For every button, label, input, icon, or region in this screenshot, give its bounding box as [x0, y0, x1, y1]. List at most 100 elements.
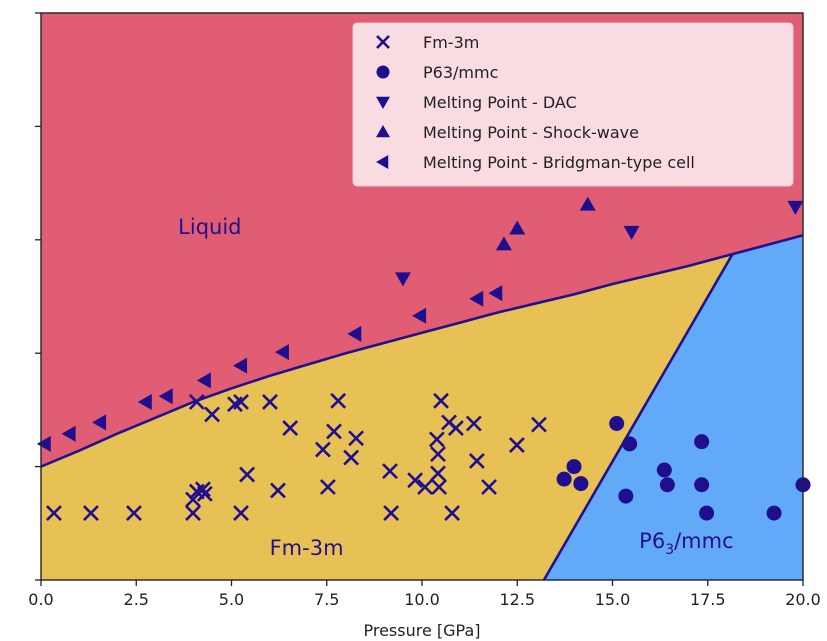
data-point-fm-3m	[481, 479, 497, 495]
series-fm-3m	[46, 392, 547, 522]
data-point-fm-3m	[196, 485, 213, 502]
data-point-p63-mmc	[694, 477, 710, 493]
data-point-fm-3m	[233, 505, 249, 522]
data-point-melting-point-shock-wave	[509, 220, 526, 235]
legend-item-melting-point-dac: Melting Point - DAC	[376, 93, 577, 112]
data-point-fm-3m	[433, 392, 449, 409]
data-point-p63-mmc	[573, 476, 589, 492]
data-point-melting-point-bridgman-type-cell	[36, 435, 51, 452]
data-point-melting-point-bridgman-type-cell	[274, 344, 289, 361]
data-point-melting-point-shock-wave	[495, 236, 512, 251]
data-point-fm-3m	[326, 423, 342, 440]
data-point-p63-mmc	[659, 477, 675, 493]
data-point-melting-point-dac	[394, 272, 411, 287]
region-p63-mmc	[543, 235, 803, 580]
series-p63-mmc	[556, 416, 811, 521]
series-melting-point-bridgman-type-cell	[36, 285, 503, 452]
data-point-p63-mmc	[618, 488, 634, 504]
x-axis-title: Pressure [GPa]	[363, 621, 480, 640]
legend-marker-p63-mmc	[376, 65, 390, 79]
data-point-fm-3m	[233, 394, 249, 410]
data-point-melting-point-bridgman-type-cell	[347, 325, 362, 342]
data-point-fm-3m	[185, 505, 201, 522]
data-point-fm-3m	[270, 482, 286, 499]
legend-item-fm-3m: Fm-3m	[376, 33, 479, 52]
series-melting-point-dac	[394, 200, 804, 287]
legend-label: Melting Point - DAC	[423, 93, 577, 112]
data-point-fm-3m	[465, 415, 482, 432]
data-point-fm-3m	[447, 420, 464, 436]
x-tick-label: 12.5	[499, 590, 535, 609]
data-point-fm-3m	[468, 453, 485, 469]
data-point-fm-3m	[319, 479, 336, 495]
data-point-fm-3m	[348, 430, 365, 447]
data-point-p63-mmc	[656, 462, 672, 478]
data-point-melting-point-dac	[623, 225, 640, 240]
legend-marker-melting-point-shock-wave	[376, 125, 390, 138]
x-tick-label: 2.5	[124, 590, 149, 609]
x-tick-label: 17.5	[690, 590, 726, 609]
data-point-p63-mmc	[556, 471, 572, 487]
legend-marker-melting-point-bridgman-type-cell	[376, 155, 389, 169]
data-point-melting-point-bridgman-type-cell	[158, 388, 173, 405]
data-point-melting-point-bridgman-type-cell	[137, 393, 152, 410]
data-point-fm-3m	[343, 449, 360, 466]
data-point-fm-3m	[46, 505, 62, 522]
legend-item-melting-point-bridgman-type-cell: Melting Point - Bridgman-type cell	[376, 153, 695, 172]
data-point-fm-3m	[239, 466, 256, 483]
data-point-fm-3m	[407, 472, 424, 489]
data-point-p63-mmc	[566, 459, 582, 475]
data-point-fm-3m	[204, 406, 220, 423]
data-point-melting-point-bridgman-type-cell	[488, 285, 503, 302]
fcc-hcp-boundary-line	[542, 253, 734, 580]
region-fm-3m	[41, 254, 733, 580]
data-point-fm-3m	[195, 481, 211, 498]
data-point-fm-3m	[444, 505, 461, 522]
data-point-fm-3m	[430, 446, 446, 463]
data-point-melting-point-bridgman-type-cell	[196, 372, 211, 389]
x-tick-label: 15.0	[595, 590, 631, 609]
region-label-p63-mmc: P63/mmc	[639, 529, 734, 558]
data-point-fm-3m	[430, 465, 446, 482]
legend-label: Melting Point - Bridgman-type cell	[423, 153, 695, 172]
data-point-fm-3m	[531, 416, 547, 433]
legend: Fm-3m P63/mmc Melting Point - DAC Melting P…	[352, 22, 794, 187]
data-point-fm-3m	[508, 437, 525, 453]
legend-label: Fm-3m	[423, 33, 479, 52]
x-tick-label: 20.0	[785, 590, 821, 609]
data-point-p63-mmc	[699, 505, 715, 521]
data-point-fm-3m	[417, 479, 433, 495]
data-point-melting-point-bridgman-type-cell	[469, 290, 484, 307]
melting-curve-line	[41, 234, 803, 468]
legend-label: P63/mmc	[423, 63, 498, 82]
data-point-fm-3m	[126, 505, 142, 522]
data-point-fm-3m	[315, 441, 331, 458]
legend-item-melting-point-shock-wave: Melting Point - Shock-wave	[376, 123, 639, 142]
data-point-melting-point-bridgman-type-cell	[233, 357, 248, 374]
data-point-fm-3m	[428, 431, 445, 448]
series-melting-point-shock-wave	[495, 196, 596, 251]
region-label-liquid: Liquid	[178, 215, 241, 239]
x-tick-label: 5.0	[219, 590, 244, 609]
legend-box	[352, 22, 794, 187]
data-point-melting-point-bridgman-type-cell	[92, 414, 107, 431]
x-tick-label: 10.0	[404, 590, 440, 609]
region-label-fm-3m: Fm-3m	[270, 536, 344, 560]
data-point-melting-point-bridgman-type-cell	[412, 307, 427, 324]
data-point-p63-mmc	[766, 505, 782, 521]
data-point-fm-3m	[262, 394, 278, 410]
data-point-fm-3m	[282, 420, 299, 436]
data-point-fm-3m	[330, 392, 347, 409]
legend-label: Melting Point - Shock-wave	[423, 123, 639, 142]
x-tick-label: 7.5	[314, 590, 339, 609]
x-tick-label: 0.0	[28, 590, 53, 609]
legend-marker-fm-3m	[376, 35, 390, 49]
data-point-p63-mmc	[609, 416, 625, 432]
data-point-melting-point-dac	[787, 200, 804, 215]
data-point-fm-3m	[382, 463, 398, 480]
data-point-fm-3m	[188, 394, 205, 410]
data-point-melting-point-bridgman-type-cell	[61, 425, 76, 442]
data-point-fm-3m	[431, 479, 448, 495]
data-point-melting-point-shock-wave	[579, 196, 596, 211]
